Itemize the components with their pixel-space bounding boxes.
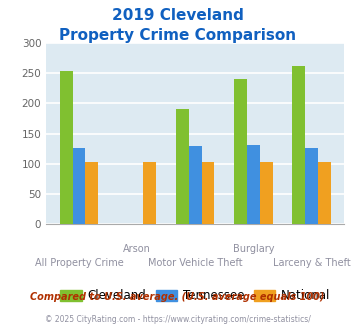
Bar xyxy=(189,147,202,224)
Text: All Property Crime: All Property Crime xyxy=(34,258,123,268)
Bar xyxy=(202,162,214,224)
Text: Property Crime Comparison: Property Crime Comparison xyxy=(59,28,296,43)
Bar xyxy=(318,162,331,224)
Bar xyxy=(293,66,305,224)
Text: © 2025 CityRating.com - https://www.cityrating.com/crime-statistics/: © 2025 CityRating.com - https://www.city… xyxy=(45,315,310,324)
Bar xyxy=(305,148,318,224)
Bar xyxy=(176,110,189,224)
Text: Motor Vehicle Theft: Motor Vehicle Theft xyxy=(148,258,242,268)
Bar xyxy=(260,162,273,224)
Text: Burglary: Burglary xyxy=(233,244,274,254)
Bar xyxy=(234,79,247,224)
Bar xyxy=(60,71,72,224)
Bar xyxy=(247,145,260,224)
Bar xyxy=(143,162,156,224)
Text: Compared to U.S. average. (U.S. average equals 100): Compared to U.S. average. (U.S. average … xyxy=(30,292,325,302)
Text: Arson: Arson xyxy=(123,244,151,254)
Bar xyxy=(85,162,98,224)
Legend: Cleveland, Tennessee, National: Cleveland, Tennessee, National xyxy=(55,285,335,307)
Bar xyxy=(72,148,85,224)
Text: Larceny & Theft: Larceny & Theft xyxy=(273,258,350,268)
Text: 2019 Cleveland: 2019 Cleveland xyxy=(111,8,244,23)
